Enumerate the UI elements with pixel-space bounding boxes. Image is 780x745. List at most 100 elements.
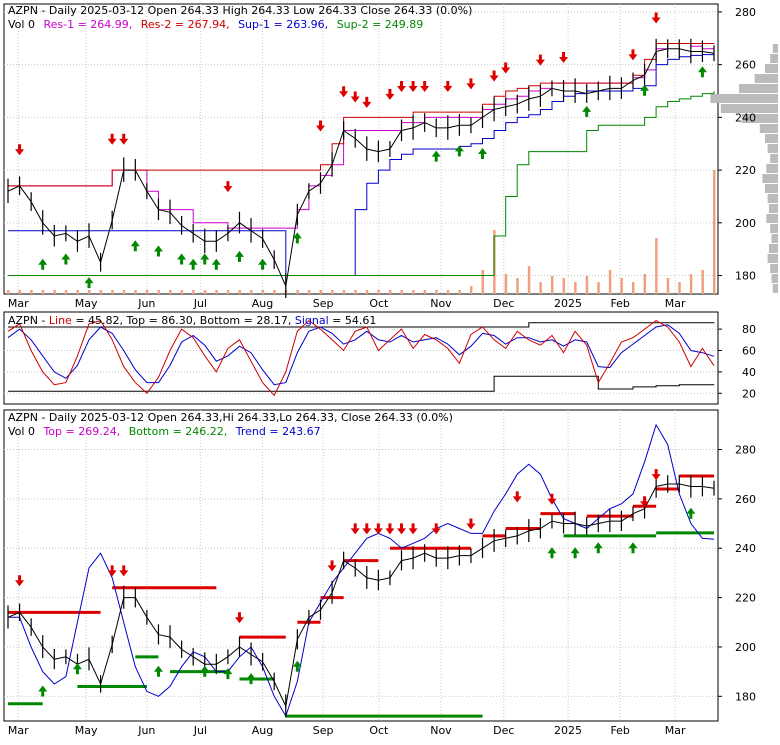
trend-price-close-line (7, 483, 715, 708)
x-tick-label: Feb (610, 724, 629, 737)
stoch-legend-signal: Signal (295, 314, 329, 327)
volume-bar (145, 290, 149, 294)
volume-bar (261, 290, 265, 294)
volume-bar (597, 282, 600, 294)
x-tick-label: May (75, 724, 98, 737)
x-tick-label: Oct (369, 297, 389, 310)
trend-sell-arrow (107, 565, 117, 577)
x-tick-label: Nov (430, 724, 452, 737)
stoch-legend-top: Top (126, 314, 146, 327)
trend-sell-arrow (385, 523, 395, 535)
volume-profile-bar (765, 134, 778, 143)
price-sr-panel: 280 260 240 220 200 180 Mar May Jun Jul Aug Sep Oct… (3, 3, 778, 310)
volume-bar (180, 290, 184, 294)
x-tick-label: Mar (8, 724, 29, 737)
volume-bar (655, 238, 658, 294)
buy-arrow (640, 84, 650, 96)
stochastic-panel: 80 60 40 20 AZPN - Line = 45.82, Top = 86.3… (3, 311, 756, 405)
volume-bar (400, 290, 404, 294)
volume-bar (435, 290, 438, 294)
trend-sell-arrow (431, 523, 441, 535)
price-close-line (7, 48, 715, 288)
volume-profile-bar (770, 224, 778, 233)
volume-bar (203, 290, 207, 294)
buy-arrow (258, 258, 268, 270)
legend-sup-1: Sup-1 = 263.96, (238, 18, 328, 31)
x-tick-label: Dec (493, 724, 514, 737)
trend-buy-arrow (686, 507, 696, 519)
legend-res-2: Res-2 = 267.94, (141, 18, 230, 31)
volume-profile-bar (767, 254, 778, 263)
volume-bar (689, 274, 693, 294)
trend-legend-top: Top = 269.24, (42, 425, 120, 438)
volume-bar (88, 290, 91, 294)
volume-bar (273, 290, 276, 294)
trend-buy-arrow (153, 665, 163, 677)
volume-profile-bar (772, 44, 778, 53)
volume-bar (169, 290, 172, 294)
volume-bar (678, 282, 681, 294)
sell-arrow (350, 91, 360, 103)
price-series (7, 38, 715, 298)
x-tick-label: May (75, 297, 98, 310)
y-tick-label: 60 (742, 345, 756, 358)
buy-arrow (697, 66, 707, 78)
trend-sell-arrow (119, 565, 129, 577)
volume-bar (64, 290, 68, 294)
y-tick-label: 240 (735, 111, 756, 124)
price-trend-y-ticks: 280 260 240 220 200 180 (718, 443, 756, 703)
trend-buy-arrow (292, 660, 302, 672)
y-tick-label: 40 (742, 366, 756, 379)
y-tick-label: 80 (742, 323, 756, 336)
trend-legend-trend: Trend = 243.67 (235, 425, 321, 438)
y-tick-label: 280 (735, 443, 756, 456)
volume-bar (296, 290, 299, 294)
volume-bar (469, 286, 473, 294)
volume-profile-bar (770, 54, 778, 63)
buy-arrow (153, 245, 163, 257)
volume-bar (238, 290, 241, 294)
stoch-legend-line-val: = 45.82, (72, 314, 127, 327)
trend-sell-arrow (466, 518, 476, 530)
x-tick-label: Mar (665, 724, 686, 737)
volume-bar (562, 278, 566, 294)
stoch-legend-prefix: AZPN - (8, 314, 49, 327)
volume-bar (504, 274, 508, 294)
sell-arrow (362, 96, 372, 108)
trend-sell-arrow (547, 493, 557, 505)
x-tick-label: Oct (369, 724, 389, 737)
buy-arrow (61, 253, 71, 265)
volume-bar (620, 278, 623, 294)
volume-bar (53, 290, 56, 294)
y-tick-label: 180 (735, 270, 756, 283)
trend-buy-arrow (200, 665, 210, 677)
volume-bar (527, 266, 531, 294)
volume-profile-bar (771, 234, 778, 243)
volume-profile-bar (772, 284, 778, 293)
stoch-line (7, 319, 715, 397)
sell-arrow (489, 70, 499, 82)
volume-bar (250, 290, 253, 294)
y-tick-label: 280 (735, 6, 756, 19)
trend-buy-arrow (547, 547, 557, 559)
stoch-legend-top-val: = 86.30, (145, 314, 200, 327)
y-tick-label: 220 (735, 164, 756, 177)
price-sr-y-ticks: 280 260 240 220 200 180 (718, 6, 756, 283)
buy-arrow (38, 258, 48, 270)
volume-bar (412, 290, 415, 294)
x-tick-label: Sep (313, 724, 334, 737)
volume-bar (342, 290, 346, 294)
volume-bar (446, 290, 450, 294)
volume-bar (76, 290, 79, 294)
volume-bar (423, 290, 427, 294)
legend-vol: Vol 0 (8, 18, 35, 31)
trend-legend-bottom: Bottom = 246.22, (129, 425, 228, 438)
trend-sell-arrow (350, 523, 360, 535)
sell-arrow (397, 81, 407, 92)
volume-bar (307, 290, 311, 294)
price-sr-legend: Vol 0 Res-1 = 264.99, Res-2 = 267.94, Su… (8, 18, 423, 31)
volume-profile-bar (770, 264, 778, 273)
volume-profile-bar (762, 174, 778, 183)
trend-buy-arrow (570, 547, 580, 559)
buy-arrow (200, 253, 210, 265)
